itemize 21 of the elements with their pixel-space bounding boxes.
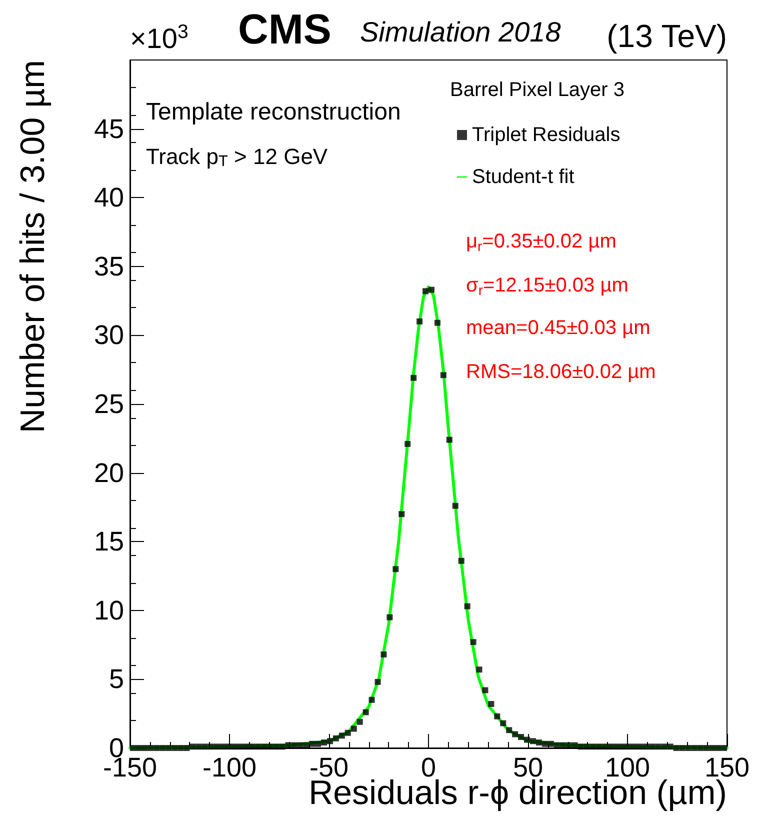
y-tick-label: 25: [94, 389, 124, 419]
y-tick-label: 30: [94, 320, 124, 350]
legend-title: Barrel Pixel Layer 3: [450, 79, 625, 101]
y-axis-title: Number of hits / 3.00 µm: [14, 60, 52, 433]
y-tick-label: 10: [94, 595, 124, 626]
y-tick-label: 15: [94, 526, 124, 557]
y-tick-label: 45: [94, 114, 124, 144]
legend-label: Student-t fit: [472, 166, 575, 188]
y-tick-label: 40: [94, 182, 124, 213]
x-tick-label: 0: [420, 752, 436, 782]
y-tick-label: 20: [94, 458, 124, 488]
chart-subtitle: Simulation 2018: [360, 16, 562, 48]
legend-label: Triplet Residuals: [472, 124, 620, 146]
text: (13 TeV): [606, 18, 727, 54]
y-tick-label: 5: [108, 664, 124, 694]
y-tick-label: 35: [94, 251, 124, 282]
x-tick-label: -100: [202, 752, 257, 782]
annotation: RMS=18.06±0.02 µm: [466, 361, 656, 383]
annotation: mean=0.45±0.03 µm: [466, 317, 650, 339]
annotation: Template reconstruction: [146, 98, 401, 126]
chart-title: CMS: [238, 6, 332, 52]
